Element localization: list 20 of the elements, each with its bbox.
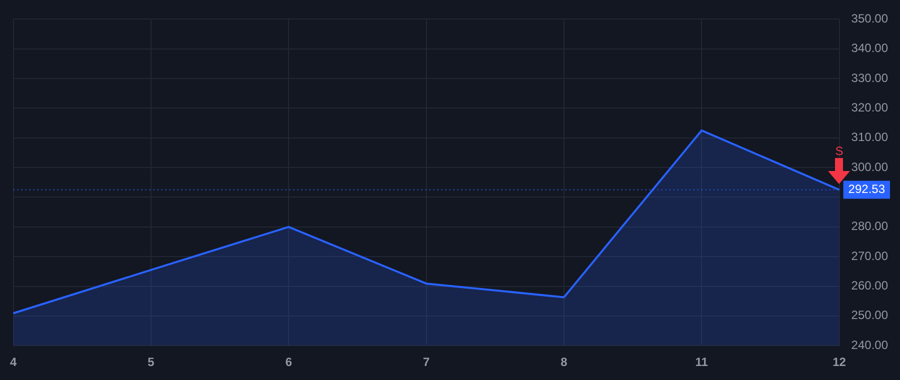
y-tick-label: 250.00 [851,308,888,322]
y-tick-label: 280.00 [851,219,888,234]
x-tick-label: 11 [695,355,708,370]
y-tick-label: 310.00 [851,130,888,144]
x-tick-label: 6 [285,355,292,370]
y-tick-label: 340.00 [851,41,888,56]
ref-line-label: 292.53 [848,182,886,196]
x-tick-label: 4 [10,355,17,370]
annotation: S [835,144,844,158]
y-tick-label: 330.00 [851,70,888,85]
y-tick-label: 350.00 [851,12,888,26]
x-tick-label: 7 [422,355,430,370]
x-tick-label: 8 [560,355,568,370]
y-tick-label: 320.00 [851,100,888,115]
y-tick-label: 260.00 [851,278,888,293]
x-tick-label: 12 [832,355,846,370]
y-tick-label: 240.00 [851,338,888,352]
y-tick-label: 270.00 [851,248,888,263]
x-tick-label: 5 [148,355,155,370]
y-tick-label: 300.00 [851,160,888,174]
